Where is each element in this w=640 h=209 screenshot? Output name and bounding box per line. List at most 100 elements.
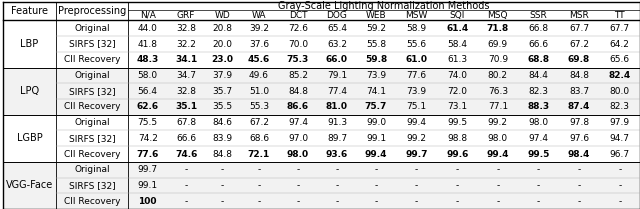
- Text: -: -: [415, 197, 418, 206]
- Text: 99.0: 99.0: [366, 118, 386, 127]
- Text: Original: Original: [74, 118, 110, 127]
- Text: 77.6: 77.6: [136, 149, 159, 158]
- Text: -: -: [537, 165, 540, 174]
- Text: 77.1: 77.1: [488, 102, 508, 111]
- Text: 32.8: 32.8: [176, 87, 196, 96]
- Text: 58.0: 58.0: [138, 71, 158, 80]
- Text: Gray-Scale Lighting Normalization Methods: Gray-Scale Lighting Normalization Method…: [278, 1, 490, 11]
- Text: SIRFS [32]: SIRFS [32]: [68, 134, 115, 143]
- Text: 84.6: 84.6: [212, 118, 232, 127]
- Text: Feature: Feature: [11, 6, 48, 16]
- Text: Original: Original: [74, 165, 110, 174]
- Text: 75.5: 75.5: [138, 118, 158, 127]
- Text: -: -: [335, 197, 339, 206]
- Text: -: -: [537, 181, 540, 190]
- Text: -: -: [257, 197, 260, 206]
- Text: 59.2: 59.2: [366, 24, 386, 33]
- Text: 77.4: 77.4: [327, 87, 347, 96]
- Text: 45.6: 45.6: [248, 55, 270, 64]
- Text: 84.8: 84.8: [569, 71, 589, 80]
- Text: 84.8: 84.8: [212, 149, 232, 158]
- Text: 74.0: 74.0: [447, 71, 467, 80]
- Text: -: -: [496, 197, 499, 206]
- Text: CII Recovery: CII Recovery: [64, 55, 120, 64]
- Text: 73.1: 73.1: [447, 102, 467, 111]
- Text: 74.6: 74.6: [175, 149, 197, 158]
- Text: -: -: [257, 181, 260, 190]
- Text: 68.8: 68.8: [527, 55, 550, 64]
- Text: CII Recovery: CII Recovery: [64, 149, 120, 158]
- Text: SIRFS [32]: SIRFS [32]: [68, 40, 115, 48]
- Text: 83.7: 83.7: [569, 87, 589, 96]
- Text: -: -: [496, 165, 499, 174]
- Text: -: -: [184, 181, 188, 190]
- Text: 87.4: 87.4: [568, 102, 590, 111]
- Text: 84.8: 84.8: [288, 87, 308, 96]
- Text: 67.7: 67.7: [610, 24, 630, 33]
- Text: 65.4: 65.4: [327, 24, 347, 33]
- Text: 97.8: 97.8: [569, 118, 589, 127]
- Text: -: -: [537, 197, 540, 206]
- Text: -: -: [577, 197, 580, 206]
- Text: 99.6: 99.6: [446, 149, 468, 158]
- Text: 20.0: 20.0: [212, 40, 232, 48]
- Bar: [3, 162, 640, 209]
- Text: N/A: N/A: [140, 11, 156, 20]
- Text: 84.4: 84.4: [529, 71, 548, 80]
- Text: -: -: [221, 165, 224, 174]
- Text: SSR: SSR: [529, 11, 547, 20]
- Text: 64.2: 64.2: [610, 40, 630, 48]
- Text: 80.2: 80.2: [488, 71, 508, 80]
- Text: 58.4: 58.4: [447, 40, 467, 48]
- Text: 94.7: 94.7: [610, 134, 630, 143]
- Text: 81.0: 81.0: [326, 102, 348, 111]
- Text: 98.8: 98.8: [447, 134, 467, 143]
- Text: 85.2: 85.2: [288, 71, 308, 80]
- Text: 76.3: 76.3: [488, 87, 508, 96]
- Text: 59.8: 59.8: [365, 55, 387, 64]
- Text: -: -: [184, 197, 188, 206]
- Text: -: -: [374, 165, 378, 174]
- Text: 67.2: 67.2: [569, 40, 589, 48]
- Text: -: -: [577, 181, 580, 190]
- Text: 72.6: 72.6: [288, 24, 308, 33]
- Text: Preprocessing: Preprocessing: [58, 6, 126, 16]
- Text: 44.0: 44.0: [138, 24, 157, 33]
- Text: WEB: WEB: [365, 11, 387, 20]
- Text: 99.5: 99.5: [447, 118, 467, 127]
- Text: 37.6: 37.6: [249, 40, 269, 48]
- Text: 98.0: 98.0: [287, 149, 309, 158]
- Text: 75.3: 75.3: [287, 55, 309, 64]
- Bar: [3, 2, 640, 20]
- Text: 61.4: 61.4: [446, 24, 468, 33]
- Text: WD: WD: [214, 11, 230, 20]
- Text: 79.1: 79.1: [327, 71, 347, 80]
- Text: 97.0: 97.0: [288, 134, 308, 143]
- Text: CII Recovery: CII Recovery: [64, 197, 120, 206]
- Text: 74.1: 74.1: [366, 87, 386, 96]
- Text: 66.6: 66.6: [529, 40, 548, 48]
- Text: 98.0: 98.0: [488, 134, 508, 143]
- Text: 75.7: 75.7: [365, 102, 387, 111]
- Text: 65.6: 65.6: [610, 55, 630, 64]
- Text: 99.4: 99.4: [406, 118, 427, 127]
- Text: 72.0: 72.0: [447, 87, 467, 96]
- Text: SIRFS [32]: SIRFS [32]: [68, 181, 115, 190]
- Text: 48.3: 48.3: [137, 55, 159, 64]
- Text: -: -: [415, 165, 418, 174]
- Text: 32.8: 32.8: [176, 24, 196, 33]
- Text: 99.1: 99.1: [366, 134, 386, 143]
- Text: 67.2: 67.2: [249, 118, 269, 127]
- Text: 69.8: 69.8: [568, 55, 590, 64]
- Text: VGG-Face: VGG-Face: [6, 180, 53, 190]
- Text: LPQ: LPQ: [20, 86, 39, 96]
- Text: 100: 100: [138, 197, 157, 206]
- Text: 62.6: 62.6: [137, 102, 159, 111]
- Text: 99.4: 99.4: [486, 149, 509, 158]
- Text: 73.9: 73.9: [366, 71, 386, 80]
- Text: 20.8: 20.8: [212, 24, 232, 33]
- Text: -: -: [456, 197, 459, 206]
- Text: 70.9: 70.9: [488, 55, 508, 64]
- Text: CII Recovery: CII Recovery: [64, 102, 120, 111]
- Text: -: -: [374, 197, 378, 206]
